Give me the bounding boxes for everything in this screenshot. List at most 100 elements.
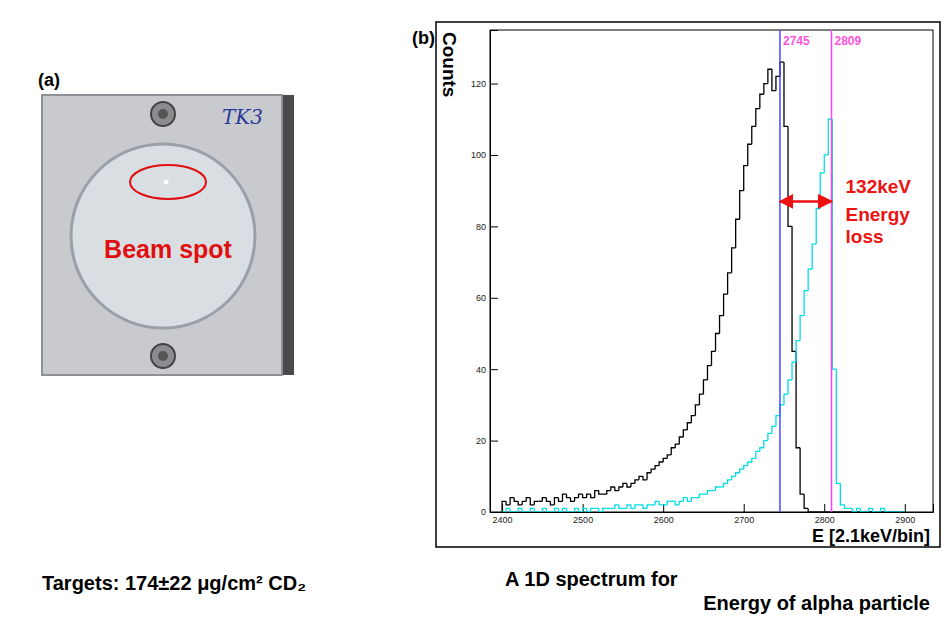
histogram-step bbox=[796, 341, 800, 362]
energy-loss-value: 132keV bbox=[846, 176, 912, 197]
axis-line bbox=[491, 31, 499, 513]
histogram-step bbox=[659, 501, 663, 505]
tick-label: 2800 bbox=[815, 515, 835, 525]
histogram-step bbox=[712, 351, 716, 365]
tick-label: 2900 bbox=[895, 515, 915, 525]
histogram-step bbox=[816, 209, 820, 245]
tick-mark bbox=[824, 504, 825, 512]
chart-texts: 27452809132keVEnergyloss bbox=[780, 34, 911, 247]
histogram-step bbox=[687, 423, 691, 430]
histogram-step bbox=[679, 501, 683, 505]
histogram-step bbox=[728, 480, 732, 484]
histogram-step bbox=[695, 405, 699, 416]
photo-panel: (a)TK3Beam spot bbox=[38, 70, 294, 375]
histogram-step bbox=[707, 366, 711, 380]
histogram-step bbox=[667, 501, 671, 505]
captions: Targets: 174±22 μg/cm² CD₂A 1D spectrum … bbox=[42, 568, 930, 614]
histogram-step bbox=[784, 62, 788, 126]
histogram-step bbox=[824, 155, 828, 173]
histogram-step bbox=[885, 508, 889, 512]
histogram-step bbox=[768, 433, 772, 440]
histogram-step bbox=[788, 380, 792, 394]
peak-line bbox=[779, 30, 781, 512]
tick: 20 bbox=[476, 436, 498, 446]
tick: 60 bbox=[476, 293, 498, 303]
histogram-step bbox=[691, 498, 695, 502]
peak-line bbox=[831, 30, 833, 512]
tick-label: 0 bbox=[481, 507, 486, 517]
histogram-step bbox=[901, 511, 905, 512]
histogram-step bbox=[720, 316, 724, 334]
histogram-step bbox=[820, 511, 824, 512]
histogram-step bbox=[901, 511, 905, 512]
tick-mark bbox=[490, 155, 498, 156]
peak-label: 2745 bbox=[783, 34, 810, 48]
histogram-step bbox=[707, 491, 711, 495]
histogram-step bbox=[812, 511, 816, 512]
histogram-step bbox=[897, 511, 901, 512]
screw bbox=[151, 102, 175, 126]
histogram-step bbox=[897, 511, 901, 512]
tick: 80 bbox=[476, 222, 498, 232]
caption-target: Targets: 174±22 μg/cm² CD₂ bbox=[42, 572, 306, 594]
histogram-step bbox=[716, 333, 720, 351]
histogram-step bbox=[546, 498, 550, 502]
tick-mark bbox=[490, 298, 498, 299]
histogram-step bbox=[631, 483, 635, 487]
tick-mark bbox=[490, 369, 498, 370]
histogram-step bbox=[663, 458, 667, 462]
histogram-step bbox=[659, 462, 663, 466]
histogram-step bbox=[836, 511, 840, 512]
tick-mark bbox=[905, 504, 906, 512]
tick: 100 bbox=[471, 150, 498, 160]
histogram-step bbox=[804, 494, 808, 508]
tick: 40 bbox=[476, 365, 498, 375]
histogram-step bbox=[764, 84, 768, 95]
histogram-step bbox=[514, 498, 518, 502]
tick-label: 2400 bbox=[493, 515, 513, 525]
histogram-step bbox=[655, 466, 659, 470]
histogram-step bbox=[740, 469, 744, 473]
histogram-step bbox=[752, 458, 756, 462]
histogram-step bbox=[893, 511, 897, 512]
panel-frame bbox=[436, 22, 940, 547]
tick-label: 2700 bbox=[734, 515, 754, 525]
histogram-step bbox=[764, 441, 768, 448]
screw bbox=[151, 344, 175, 368]
histogram-step bbox=[873, 508, 877, 512]
tick: 2900 bbox=[895, 504, 915, 525]
histogram-step bbox=[635, 505, 639, 509]
tick-mark bbox=[744, 504, 745, 512]
x-axis-title: E [2.1keV/bin] bbox=[812, 526, 930, 546]
peak-label: 2809 bbox=[835, 34, 862, 48]
histogram-step bbox=[840, 483, 844, 504]
histogram-step bbox=[534, 501, 538, 505]
tick-mark bbox=[490, 226, 498, 227]
histogram-step bbox=[748, 144, 752, 165]
histogram-step bbox=[724, 483, 728, 487]
histogram-step bbox=[703, 380, 707, 394]
histogram-step bbox=[824, 511, 828, 512]
histogram-step bbox=[699, 394, 703, 405]
histogram-step bbox=[792, 226, 796, 351]
histogram-step bbox=[607, 491, 611, 495]
histogram-step bbox=[599, 491, 603, 495]
histogram-step bbox=[522, 501, 526, 505]
histogram-step bbox=[836, 369, 840, 483]
target-plate bbox=[42, 95, 282, 375]
histogram-step bbox=[760, 448, 764, 452]
panel-label: (a) bbox=[38, 70, 60, 90]
histogram-step bbox=[651, 469, 655, 473]
histogram-step bbox=[820, 173, 824, 209]
histogram-step bbox=[736, 473, 740, 477]
y-axis: 020406080100120 bbox=[471, 31, 498, 518]
histogram-step bbox=[800, 448, 804, 494]
screw-head bbox=[158, 109, 168, 119]
tick-label: 100 bbox=[471, 150, 486, 160]
histogram-step bbox=[619, 487, 623, 491]
histogram-step bbox=[788, 126, 792, 226]
histogram-step bbox=[748, 462, 752, 466]
screw-head bbox=[158, 351, 168, 361]
histogram-step bbox=[772, 426, 776, 433]
histogram-step bbox=[844, 505, 848, 509]
